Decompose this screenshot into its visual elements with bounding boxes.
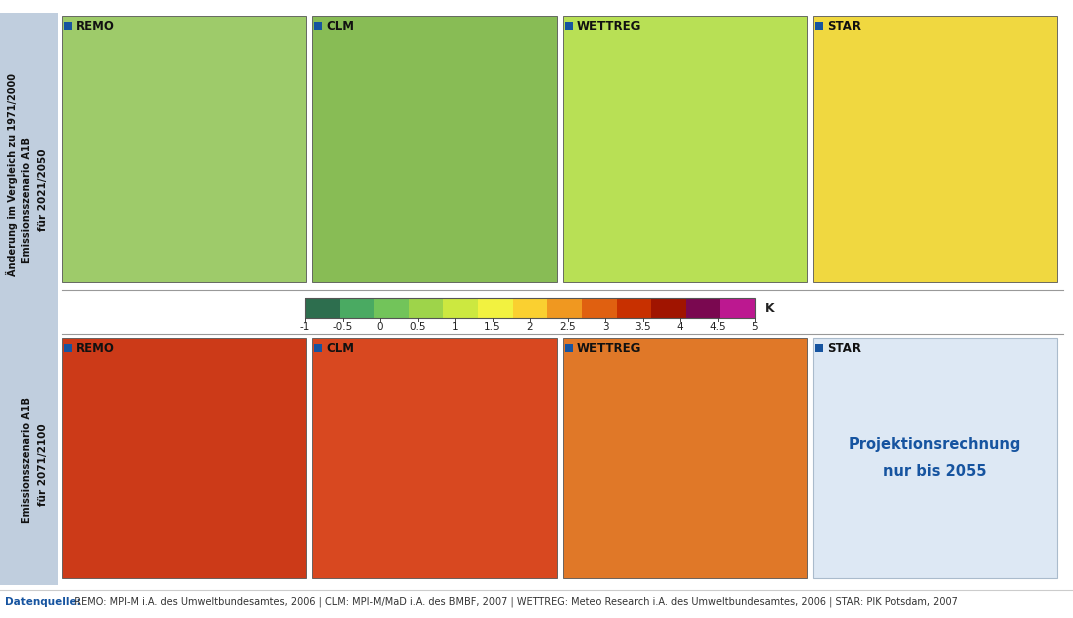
Text: REMO: REMO	[76, 342, 115, 355]
Bar	[547, 298, 582, 318]
Text: -1: -1	[299, 322, 310, 332]
Text: für 2021/2050: für 2021/2050	[38, 149, 48, 231]
Bar	[374, 298, 409, 318]
Bar	[651, 298, 686, 318]
Bar	[814, 344, 823, 352]
Text: 1: 1	[452, 322, 458, 332]
Text: Datenquelle:: Datenquelle:	[5, 597, 80, 607]
Bar	[443, 298, 479, 318]
Bar	[564, 22, 573, 30]
Text: WETTREG: WETTREG	[576, 20, 641, 33]
Text: -0.5: -0.5	[333, 322, 353, 332]
Text: K: K	[765, 302, 775, 315]
Text: 5: 5	[752, 322, 759, 332]
Bar	[62, 16, 306, 282]
Bar	[812, 338, 1057, 578]
Bar	[479, 298, 513, 318]
Text: REMO: MPI-M i.A. des Umweltbundesamtes, 2006 | CLM: MPI-M/MaD i.A. des BMBF, 200: REMO: MPI-M i.A. des Umweltbundesamtes, …	[68, 597, 958, 607]
Text: STAR: STAR	[827, 342, 861, 355]
Text: 4: 4	[677, 322, 684, 332]
Text: Emissionsszenario A1B: Emissionsszenario A1B	[23, 397, 32, 523]
Text: CLM: CLM	[326, 342, 354, 355]
Bar	[562, 16, 807, 282]
Text: 3: 3	[602, 322, 608, 332]
Bar	[582, 298, 617, 318]
Text: für 2071/2100: für 2071/2100	[38, 424, 48, 506]
Bar	[0, 13, 58, 585]
Text: 0.5: 0.5	[409, 322, 426, 332]
Text: REMO: REMO	[76, 20, 115, 33]
Bar	[564, 344, 573, 352]
Text: WETTREG: WETTREG	[576, 342, 641, 355]
Bar	[64, 344, 72, 352]
Bar	[812, 16, 1057, 282]
Bar	[513, 298, 547, 318]
Text: 3.5: 3.5	[634, 322, 651, 332]
Bar	[562, 338, 807, 578]
Bar	[312, 16, 557, 282]
Text: Projektionsrechnung: Projektionsrechnung	[849, 436, 1021, 452]
Bar	[305, 298, 340, 318]
Text: Änderung im Vergleich zu 1971/2000: Änderung im Vergleich zu 1971/2000	[6, 74, 18, 276]
Bar	[617, 298, 651, 318]
Bar	[720, 298, 755, 318]
Bar	[814, 22, 823, 30]
Text: 0: 0	[377, 322, 383, 332]
Bar	[409, 298, 443, 318]
Bar	[314, 22, 322, 30]
Text: 1.5: 1.5	[484, 322, 501, 332]
Bar	[312, 338, 557, 578]
Bar	[64, 22, 72, 30]
Bar	[305, 298, 755, 318]
Text: 4.5: 4.5	[709, 322, 725, 332]
Text: Emissionsszenario A1B: Emissionsszenario A1B	[23, 137, 32, 263]
Text: CLM: CLM	[326, 20, 354, 33]
Text: 2.5: 2.5	[559, 322, 576, 332]
Bar	[314, 344, 322, 352]
Bar	[62, 338, 306, 578]
Bar	[340, 298, 374, 318]
Text: nur bis 2055: nur bis 2055	[883, 465, 987, 480]
Text: STAR: STAR	[827, 20, 861, 33]
Text: 2: 2	[527, 322, 533, 332]
Bar	[686, 298, 720, 318]
